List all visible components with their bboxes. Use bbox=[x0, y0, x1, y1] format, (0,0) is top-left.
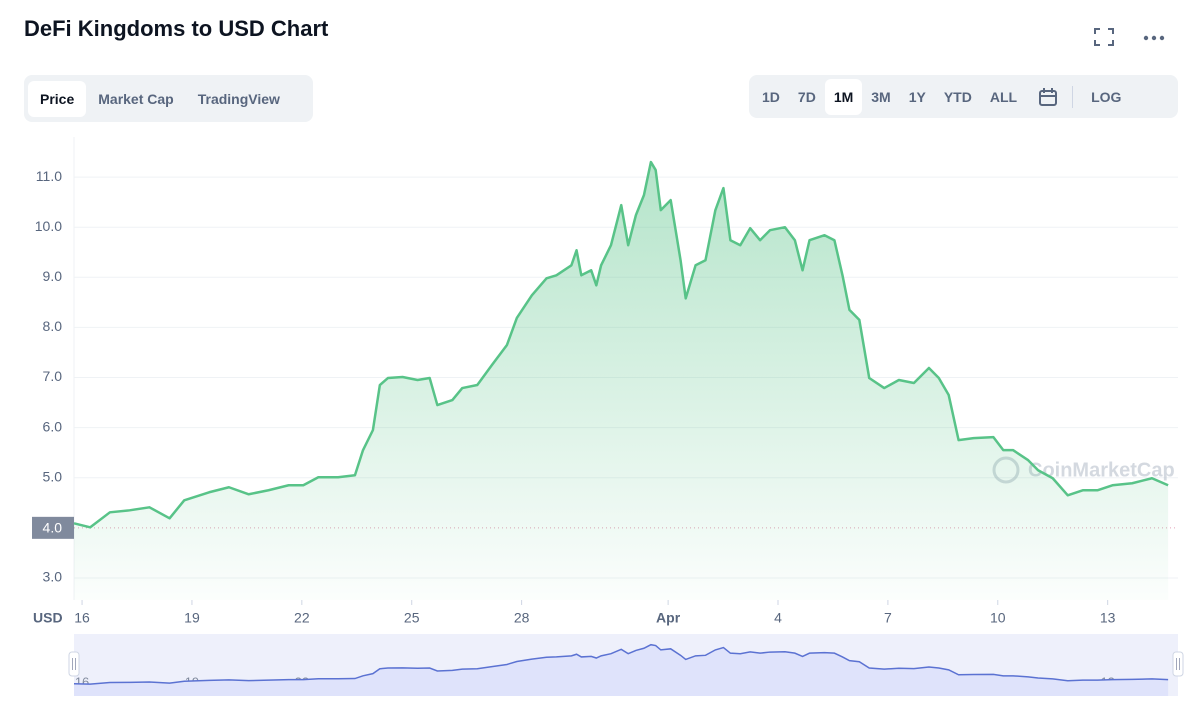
x-tick-label: 16 bbox=[74, 610, 90, 626]
range-button[interactable]: 1Y bbox=[908, 88, 926, 105]
x-tick-label: 25 bbox=[404, 610, 420, 626]
navigator-handle[interactable] bbox=[68, 651, 80, 677]
tab-button[interactable]: Price bbox=[28, 80, 87, 117]
x-tick-label: 28 bbox=[514, 610, 530, 626]
y-axis-label: USD bbox=[33, 610, 63, 626]
price-line bbox=[73, 160, 1169, 529]
range-button[interactable]: ALL bbox=[989, 88, 1018, 105]
reference-label: 4.0 bbox=[43, 520, 63, 536]
navigator-area bbox=[74, 644, 1169, 696]
price-area bbox=[74, 162, 1169, 600]
separator bbox=[1072, 85, 1074, 108]
range-button[interactable]: 1M bbox=[824, 78, 863, 115]
range-button[interactable]: 3M bbox=[871, 88, 891, 105]
navigator-line bbox=[73, 643, 1169, 685]
y-tick-label: 9.0 bbox=[43, 268, 63, 284]
y-tick-label: 8.0 bbox=[43, 318, 63, 334]
x-tick-label: 7 bbox=[884, 610, 892, 626]
handle-body bbox=[1172, 651, 1184, 677]
handle-grip bbox=[1176, 658, 1180, 670]
handle-body bbox=[68, 651, 80, 677]
x-tick-label: 10 bbox=[990, 610, 1006, 626]
calendar-icon bbox=[1039, 87, 1058, 106]
reference-label-bg bbox=[32, 516, 74, 539]
x-tick-label: Apr bbox=[656, 610, 681, 626]
y-tick-label: 11.0 bbox=[36, 168, 62, 184]
x-tick-label: 19 bbox=[184, 610, 200, 626]
tab-button[interactable]: Market Cap bbox=[98, 90, 174, 107]
y-tick-label: 3.0 bbox=[43, 569, 63, 585]
range-group: 1D 7D 1M 3M 1Y YTD ALL LOG bbox=[749, 75, 1178, 118]
y-tick-label: 10.0 bbox=[35, 218, 62, 234]
range-button[interactable]: 7D bbox=[797, 88, 816, 105]
watermark: CoinMarketCap bbox=[1028, 459, 1175, 481]
tab-group: Price Market Cap TradingView bbox=[24, 75, 313, 122]
range-button[interactable]: YTD bbox=[943, 88, 972, 105]
page-title: DeFi Kingdoms to USD Chart bbox=[24, 16, 329, 41]
calendar-button[interactable] bbox=[1030, 79, 1066, 115]
range-button[interactable]: 1D bbox=[762, 88, 780, 105]
y-tick-label: 7.0 bbox=[43, 368, 63, 384]
log-button[interactable]: LOG bbox=[1091, 88, 1122, 105]
y-tick-label: 6.0 bbox=[43, 418, 63, 434]
x-tick-label: 4 bbox=[774, 610, 782, 626]
navigator-handle[interactable] bbox=[1172, 651, 1184, 677]
x-tick-label: 22 bbox=[294, 610, 310, 626]
y-tick-label: 5.0 bbox=[43, 468, 63, 484]
handle-grip bbox=[72, 658, 76, 670]
x-tick-label: 13 bbox=[1100, 610, 1116, 626]
tab-button[interactable]: TradingView bbox=[197, 90, 280, 107]
